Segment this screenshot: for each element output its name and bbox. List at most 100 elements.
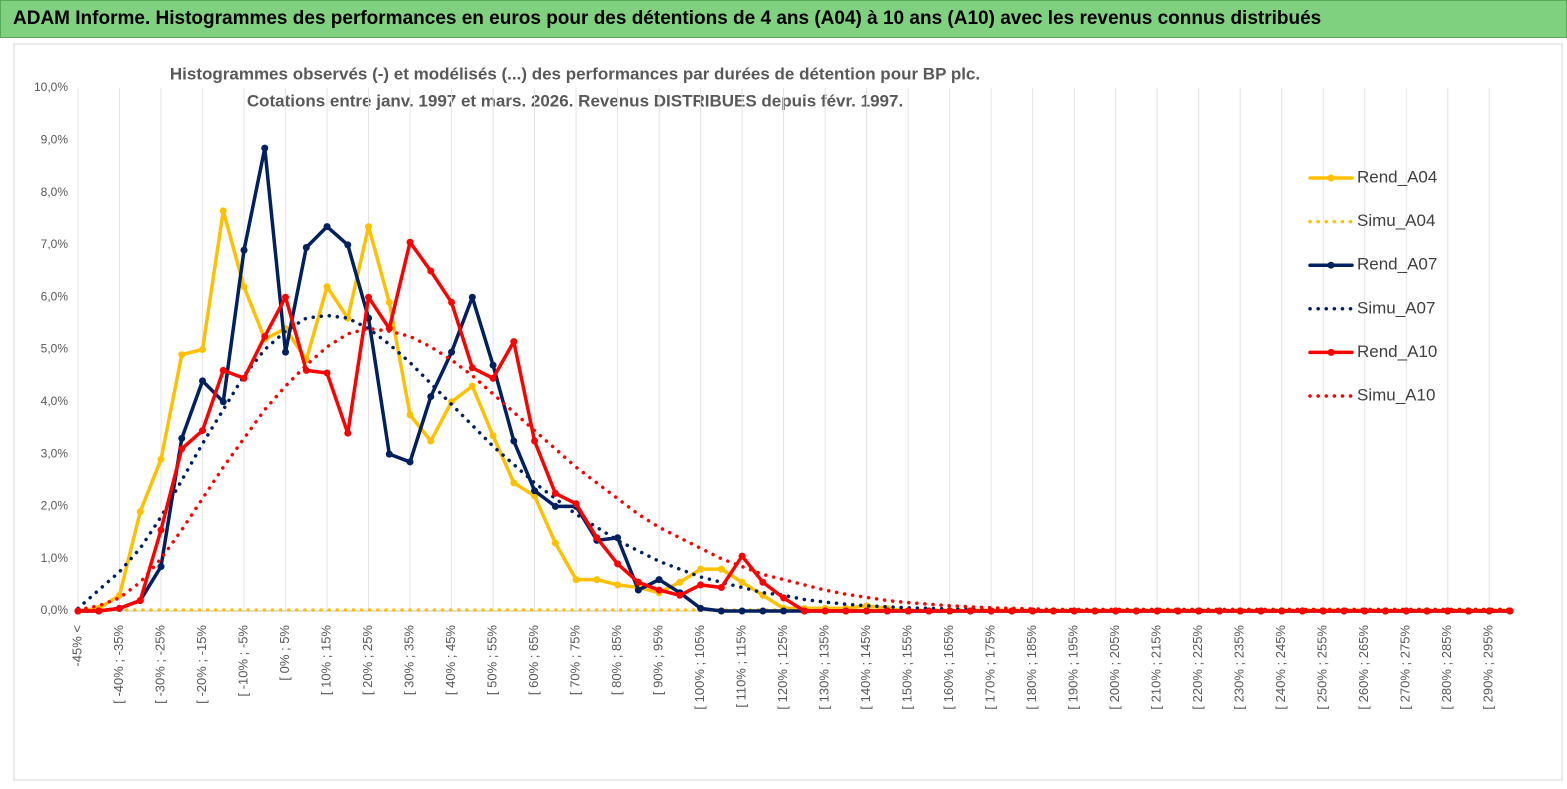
series-line (76, 240, 1512, 613)
legend-marker (1327, 174, 1335, 182)
x-tick-label: [ 200% ; 205% (1107, 625, 1122, 710)
point (282, 348, 290, 356)
y-tick-label: 8,0% (41, 185, 69, 199)
point (738, 578, 746, 586)
point (448, 348, 456, 356)
point (240, 246, 248, 254)
x-tick-label: [ 170% ; 175% (983, 625, 998, 710)
point (800, 607, 808, 615)
point (344, 241, 352, 249)
x-tick-label: [ 240% ; 245% (1273, 625, 1288, 710)
point (676, 591, 684, 599)
point (572, 576, 580, 584)
point (302, 244, 310, 252)
point (136, 508, 144, 516)
point (717, 583, 725, 591)
point (199, 427, 207, 435)
point (406, 238, 414, 246)
point (842, 607, 850, 615)
chart-frame (13, 43, 1563, 781)
point (925, 607, 933, 615)
point (759, 607, 767, 615)
point (282, 293, 290, 301)
x-tick-label: [ 10% ; 15% (318, 625, 333, 696)
point (697, 604, 705, 612)
point (489, 374, 497, 382)
point (551, 489, 559, 497)
legend-label: Simu_A04 (1357, 211, 1435, 230)
x-tick-label: [ 40% ; 45% (443, 625, 458, 696)
point (531, 437, 539, 445)
point (655, 576, 663, 584)
point (240, 374, 248, 382)
point (717, 607, 725, 615)
x-tick-label: [ 20% ; 25% (360, 625, 375, 696)
chart-title: Histogrammes observés (-) et modélisés (… (170, 64, 980, 83)
point (551, 502, 559, 510)
point (157, 563, 165, 571)
point (966, 607, 974, 615)
point (510, 479, 518, 487)
point (614, 581, 622, 589)
point (178, 445, 186, 453)
point (863, 607, 871, 615)
point (780, 594, 788, 602)
x-tick-label: [ 100% ; 105% (692, 625, 707, 710)
point (717, 565, 725, 573)
point (219, 207, 227, 215)
point (531, 487, 539, 495)
x-tick-label: [ 30% ; 35% (401, 625, 416, 696)
point (1402, 607, 1410, 615)
point (904, 607, 912, 615)
point (365, 223, 373, 231)
point (634, 586, 642, 594)
point (780, 607, 788, 615)
point (116, 591, 124, 599)
legend-label: Simu_A07 (1357, 298, 1435, 317)
x-tick-label: [ 190% ; 195% (1066, 625, 1081, 710)
x-tick-label: [ 290% ; 295% (1481, 625, 1496, 710)
point (261, 144, 269, 152)
point (572, 500, 580, 508)
point (510, 437, 518, 445)
point (510, 338, 518, 346)
point (178, 434, 186, 442)
point (116, 604, 124, 612)
point (344, 429, 352, 437)
y-tick-label: 7,0% (41, 237, 69, 251)
x-tick-label: [ 120% ; 125% (775, 625, 790, 710)
point (240, 283, 248, 291)
x-tick-label: [ 80% ; 85% (609, 625, 624, 696)
series-line (76, 313, 1512, 612)
point (199, 346, 207, 353)
point (738, 552, 746, 560)
point (614, 534, 622, 542)
point (468, 382, 476, 390)
y-tick-label: 4,0% (41, 394, 69, 408)
x-tick-label: [ 180% ; 185% (1024, 625, 1039, 710)
x-tick-label: [ -20% ; -15% (194, 625, 209, 704)
point (593, 576, 601, 584)
y-tick-label: 9,0% (41, 132, 69, 146)
x-tick-label: [ 0% ; 5% (277, 625, 292, 681)
point (634, 578, 642, 586)
x-tick-label: [ 270% ; 275% (1398, 625, 1413, 710)
point (406, 458, 414, 466)
point (427, 393, 435, 401)
x-tick-label: [ 150% ; 155% (900, 625, 915, 710)
x-tick-label: [ 260% ; 265% (1356, 625, 1371, 710)
x-tick-label: [ 250% ; 255% (1315, 625, 1330, 710)
x-tick-label: -45% < (69, 625, 84, 667)
x-tick-label: [ 130% ; 135% (817, 625, 832, 710)
point (157, 526, 165, 534)
point (427, 437, 435, 445)
legend-marker (1327, 348, 1335, 356)
x-tick-label: [ 220% ; 225% (1190, 625, 1205, 710)
x-tick-label: [ 160% ; 165% (941, 625, 956, 710)
series-line (76, 326, 1512, 612)
legend-label: Rend_A07 (1357, 255, 1437, 274)
point (365, 293, 373, 301)
y-tick-label: 6,0% (41, 289, 69, 303)
point (593, 534, 601, 542)
